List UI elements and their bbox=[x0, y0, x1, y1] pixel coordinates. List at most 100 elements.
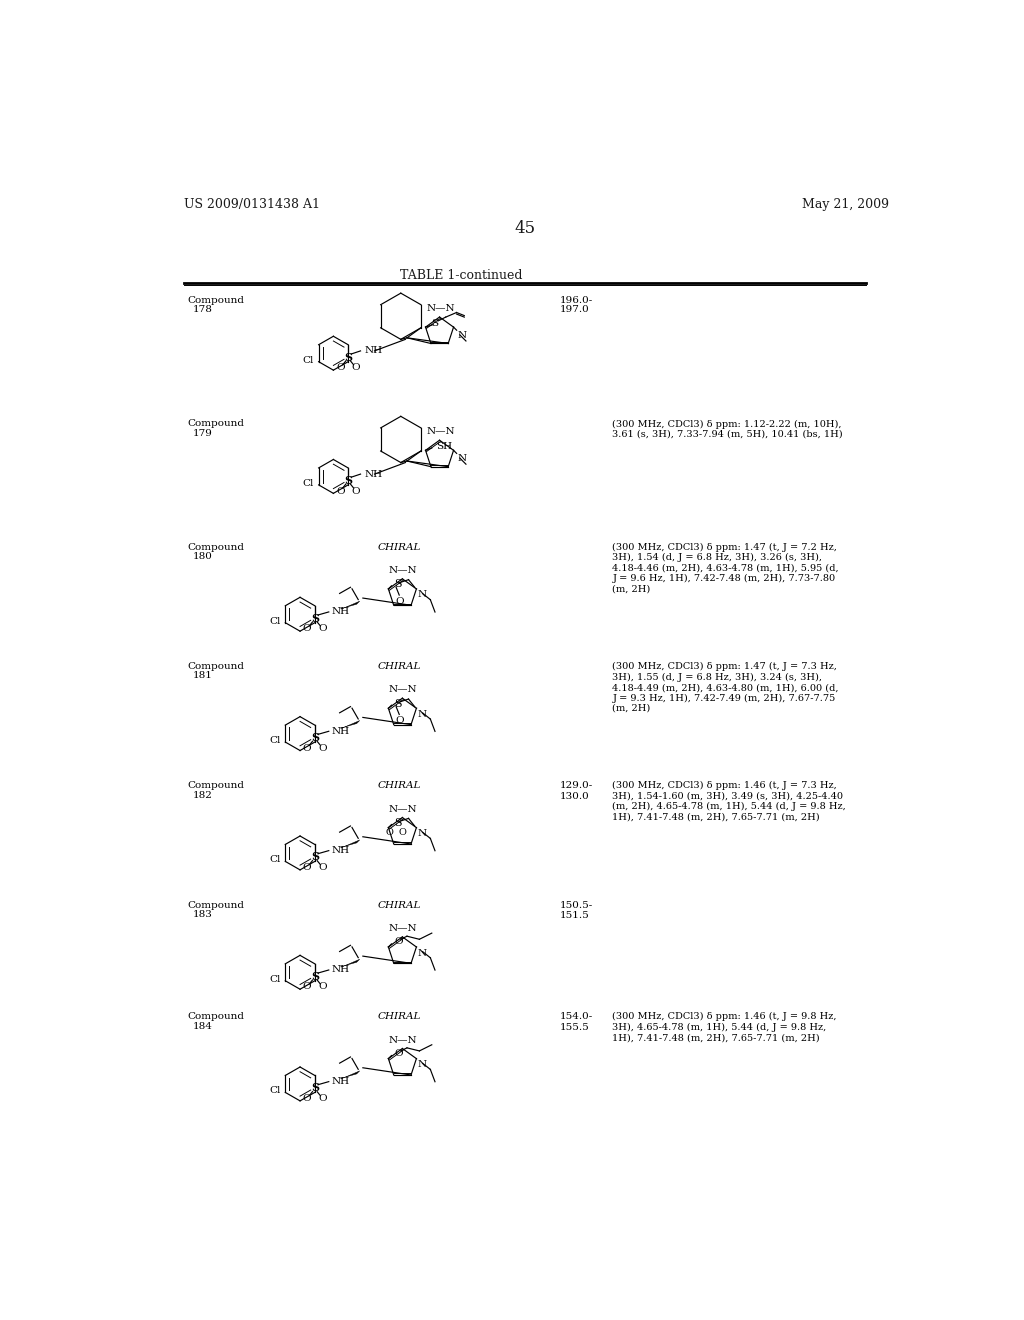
Text: 183: 183 bbox=[194, 909, 213, 919]
Text: O: O bbox=[318, 624, 327, 634]
Text: S: S bbox=[344, 475, 352, 486]
Text: CHIRAL: CHIRAL bbox=[378, 543, 421, 552]
Text: 154.0-: 154.0- bbox=[560, 1012, 593, 1022]
Text: N—N: N—N bbox=[389, 566, 418, 576]
Text: O: O bbox=[394, 1048, 403, 1057]
Text: (300 MHz, CDCl3) δ ppm: 1.47 (t, J = 7.2 Hz,
3H), 1.54 (d, J = 6.8 Hz, 3H), 3.26: (300 MHz, CDCl3) δ ppm: 1.47 (t, J = 7.2… bbox=[612, 543, 839, 594]
Polygon shape bbox=[340, 960, 359, 966]
Text: Cl: Cl bbox=[302, 355, 314, 364]
Text: S: S bbox=[311, 731, 318, 743]
Text: S: S bbox=[344, 351, 352, 363]
Text: N—N: N—N bbox=[389, 924, 418, 933]
Text: Cl: Cl bbox=[302, 479, 314, 488]
Text: 196.0-: 196.0- bbox=[560, 296, 593, 305]
Text: S: S bbox=[311, 1082, 318, 1093]
Text: 181: 181 bbox=[194, 671, 213, 680]
Text: 155.5: 155.5 bbox=[560, 1023, 590, 1032]
Text: (300 MHz, CDCl3) δ ppm: 1.47 (t, J = 7.3 Hz,
3H), 1.55 (d, J = 6.8 Hz, 3H), 3.24: (300 MHz, CDCl3) δ ppm: 1.47 (t, J = 7.3… bbox=[612, 663, 839, 713]
Text: S: S bbox=[311, 970, 318, 982]
Text: Cl: Cl bbox=[269, 616, 281, 626]
Text: NH: NH bbox=[365, 346, 383, 355]
Text: O: O bbox=[303, 1094, 311, 1104]
Text: NH: NH bbox=[331, 607, 349, 616]
Text: S: S bbox=[431, 318, 438, 327]
Text: Compound: Compound bbox=[187, 296, 244, 305]
Text: O: O bbox=[395, 715, 403, 725]
Text: Compound: Compound bbox=[187, 900, 244, 909]
Text: SH: SH bbox=[436, 442, 453, 451]
Text: Cl: Cl bbox=[269, 974, 281, 983]
Text: O: O bbox=[318, 982, 327, 991]
Text: Cl: Cl bbox=[269, 855, 281, 865]
Text: O: O bbox=[303, 624, 311, 634]
Text: N—N: N—N bbox=[427, 304, 456, 313]
Text: NH: NH bbox=[331, 727, 349, 735]
Text: O: O bbox=[318, 863, 327, 873]
Text: N—N: N—N bbox=[389, 685, 418, 694]
Text: NH: NH bbox=[331, 965, 349, 974]
Text: N: N bbox=[417, 590, 426, 599]
Text: May 21, 2009: May 21, 2009 bbox=[802, 198, 889, 211]
Text: US 2009/0131438 A1: US 2009/0131438 A1 bbox=[183, 198, 319, 211]
Text: O: O bbox=[303, 743, 311, 752]
Text: CHIRAL: CHIRAL bbox=[378, 900, 421, 909]
Text: 184: 184 bbox=[194, 1022, 213, 1031]
Text: (300 MHz, CDCl3) δ ppm: 1.46 (t, J = 9.8 Hz,
3H), 4.65-4.78 (m, 1H), 5.44 (d, J : (300 MHz, CDCl3) δ ppm: 1.46 (t, J = 9.8… bbox=[612, 1012, 837, 1043]
Text: 130.0: 130.0 bbox=[560, 792, 590, 801]
Text: O: O bbox=[318, 1094, 327, 1104]
Text: N: N bbox=[417, 1060, 426, 1069]
Text: O: O bbox=[351, 363, 360, 372]
Text: 178: 178 bbox=[194, 305, 213, 314]
Text: NH: NH bbox=[365, 470, 383, 479]
Text: (300 MHz, CDCl3) δ ppm: 1.12-2.22 (m, 10H),
3.61 (s, 3H), 7.33-7.94 (m, 5H), 10.: (300 MHz, CDCl3) δ ppm: 1.12-2.22 (m, 10… bbox=[612, 420, 843, 440]
Text: CHIRAL: CHIRAL bbox=[378, 781, 421, 791]
Text: O: O bbox=[336, 487, 345, 495]
Polygon shape bbox=[340, 840, 359, 847]
Polygon shape bbox=[340, 721, 359, 729]
Text: Compound: Compound bbox=[187, 420, 244, 429]
Text: S: S bbox=[311, 851, 318, 862]
Text: Cl: Cl bbox=[269, 737, 281, 744]
Text: O: O bbox=[351, 487, 360, 495]
Text: O: O bbox=[395, 597, 403, 606]
Polygon shape bbox=[340, 601, 359, 609]
Text: 197.0: 197.0 bbox=[560, 305, 590, 314]
Text: N: N bbox=[458, 454, 467, 463]
Text: S: S bbox=[394, 818, 401, 828]
Text: S: S bbox=[394, 698, 401, 709]
Text: O: O bbox=[318, 743, 327, 752]
Text: S: S bbox=[311, 612, 318, 623]
Text: O: O bbox=[336, 363, 345, 372]
Text: S: S bbox=[394, 579, 401, 589]
Text: N: N bbox=[417, 710, 426, 719]
Text: N: N bbox=[458, 331, 467, 341]
Text: NH: NH bbox=[331, 1077, 349, 1086]
Text: NH: NH bbox=[331, 846, 349, 855]
Text: 151.5: 151.5 bbox=[560, 911, 590, 920]
Text: N: N bbox=[417, 829, 426, 838]
Text: Compound: Compound bbox=[187, 663, 244, 671]
Text: O: O bbox=[398, 828, 407, 837]
Text: 150.5-: 150.5- bbox=[560, 900, 593, 909]
Text: TABLE 1-continued: TABLE 1-continued bbox=[400, 268, 522, 281]
Text: 45: 45 bbox=[514, 220, 536, 238]
Text: O: O bbox=[394, 937, 403, 946]
Text: Cl: Cl bbox=[269, 1086, 281, 1096]
Text: Compound: Compound bbox=[187, 1012, 244, 1022]
Text: N: N bbox=[417, 949, 426, 957]
Text: Compound: Compound bbox=[187, 781, 244, 791]
Text: CHIRAL: CHIRAL bbox=[378, 663, 421, 671]
Text: 180: 180 bbox=[194, 552, 213, 561]
Text: 179: 179 bbox=[194, 429, 213, 438]
Text: N—N: N—N bbox=[389, 805, 418, 813]
Text: N—N: N—N bbox=[389, 1036, 418, 1044]
Text: 182: 182 bbox=[194, 791, 213, 800]
Text: CHIRAL: CHIRAL bbox=[378, 1012, 421, 1022]
Text: (300 MHz, CDCl3) δ ppm: 1.46 (t, J = 7.3 Hz,
3H), 1.54-1.60 (m, 3H), 3.49 (s, 3H: (300 MHz, CDCl3) δ ppm: 1.46 (t, J = 7.3… bbox=[612, 781, 846, 822]
Text: 129.0-: 129.0- bbox=[560, 781, 593, 791]
Text: O: O bbox=[303, 863, 311, 873]
Text: Compound: Compound bbox=[187, 543, 244, 552]
Text: N—N: N—N bbox=[427, 428, 456, 437]
Text: O: O bbox=[386, 828, 394, 837]
Polygon shape bbox=[340, 1071, 359, 1078]
